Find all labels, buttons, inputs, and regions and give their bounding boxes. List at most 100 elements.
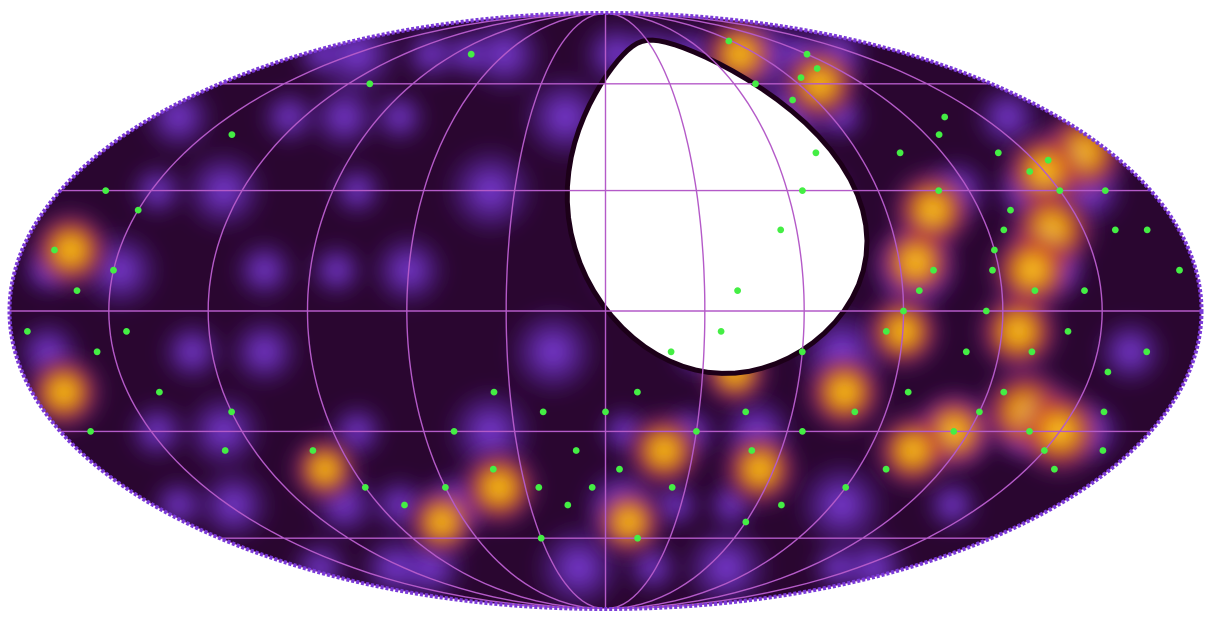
source-point [467,50,475,58]
source-point [1176,266,1183,274]
source-point [778,501,785,509]
source-point [935,131,943,139]
source-point [102,187,110,195]
emission-blob [258,86,319,148]
hotspot [623,409,705,492]
source-point [564,501,572,509]
source-point [752,80,759,88]
source-point [1026,168,1034,175]
source-point [797,74,805,81]
source-point [734,287,741,294]
source-point [93,348,101,356]
source-point [490,388,498,396]
source-point [24,328,31,335]
emission-blob [307,241,366,300]
source-point [935,187,943,195]
source-point [812,149,820,157]
emission-blob [370,88,429,146]
source-point [134,206,142,214]
source-point [693,428,700,435]
emission-blob [227,314,302,389]
masked-region [564,37,870,376]
map-outline [7,11,1204,611]
source-point [1099,447,1107,454]
emission-blob [232,238,297,303]
source-point [616,465,623,473]
source-point [634,388,641,396]
source-point [366,80,374,88]
source-point [489,465,497,473]
emission-blob [307,80,381,154]
source-point [73,287,81,294]
source-point [1100,408,1108,416]
emission-blob [923,476,981,534]
source-point [1143,348,1151,356]
source-point [941,113,949,121]
emission-blob [194,465,273,545]
source-point [588,484,596,491]
source-point [1000,388,1008,396]
source-point [904,388,912,396]
source-point [748,447,756,454]
source-point [401,501,408,509]
emission-blob [837,531,911,604]
hotspot [974,287,1063,376]
emission-blob [795,458,889,552]
source-point [51,246,58,254]
source-point [789,96,796,104]
source-point [930,266,937,274]
hotspot [718,428,801,511]
source-point [982,307,990,315]
source-point [717,328,725,335]
source-point [1143,226,1151,234]
source-point [1028,348,1036,356]
source-point [725,37,733,45]
emission-blob [506,305,600,399]
emission-blob [159,318,226,385]
source-point [535,484,543,491]
hotspot [288,432,362,506]
source-point [742,518,750,526]
source-point [1081,287,1088,294]
hotspot [403,484,480,560]
source-point [1041,447,1048,454]
source-point [976,408,983,416]
source-point [602,408,609,416]
hotspot [871,409,954,492]
source-point [361,484,369,491]
source-point [991,246,998,254]
source-point [1064,328,1072,335]
source-point [896,149,904,157]
source-point [1026,428,1033,435]
hotspot [873,219,959,305]
source-point [87,428,94,435]
source-point [1007,206,1014,214]
source-point [900,307,907,315]
hotspot [28,207,114,293]
source-point [798,348,806,356]
source-point [1111,226,1119,234]
source-points [24,37,1183,542]
source-point [667,348,675,356]
hotspot [802,349,887,435]
source-point [1101,187,1109,195]
source-point [813,65,821,72]
source-point [572,447,580,454]
hotspot [22,351,105,434]
source-point [221,447,229,454]
source-point [777,226,785,234]
source-point [309,447,317,454]
emission-blob [680,521,773,609]
source-point [989,266,996,274]
source-point [123,328,130,335]
source-point [950,428,958,435]
source-point [1056,187,1064,195]
emission-blob [1094,315,1167,388]
source-point [1000,226,1008,234]
source-point [962,348,970,356]
source-point [1044,156,1052,164]
source-point [537,534,545,542]
source-point [668,484,676,491]
